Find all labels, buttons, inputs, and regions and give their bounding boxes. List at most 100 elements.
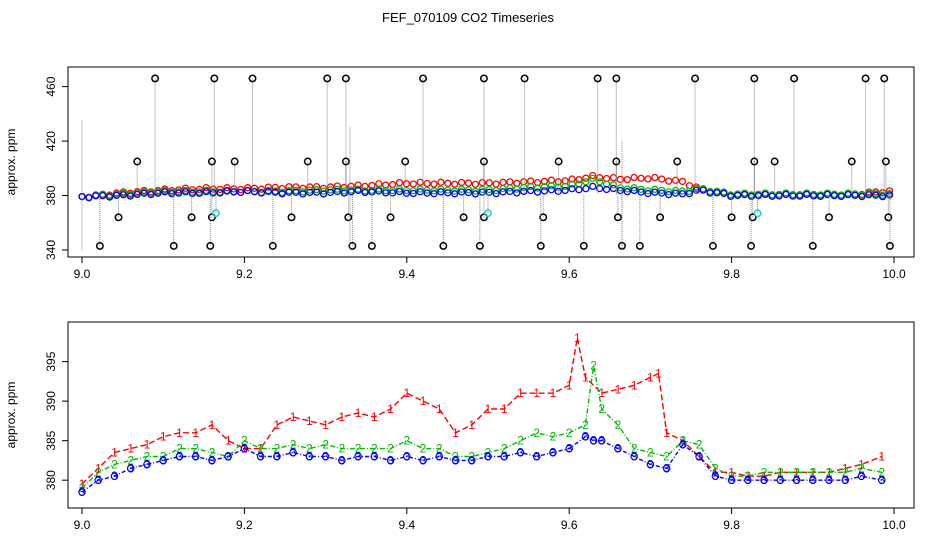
bottom-series-3-marker: 3 [744, 473, 751, 487]
top-calibration-high-point [880, 74, 889, 83]
bottom-series-3-point [191, 452, 200, 461]
bottom-series-3-point [402, 452, 411, 461]
top-channel-3-point [609, 184, 618, 193]
top-channel-2-point [437, 185, 445, 193]
bottom-series-2-marker: 2 [550, 430, 557, 444]
bottom-series-2-marker: 2 [809, 465, 816, 479]
top-calibration-low-point [884, 213, 893, 222]
bottom-series-3-marker: 3 [420, 453, 427, 467]
top-channel-3-point [803, 190, 811, 199]
top-channel-3-point [782, 190, 790, 199]
top-channel-1-point [616, 175, 625, 184]
top-channel-3-point [809, 192, 818, 200]
top-calibration-low-point [727, 213, 736, 222]
top-channel-2-point [526, 182, 535, 191]
top-plot-frame [67, 66, 915, 258]
top-channel-3-point [382, 189, 390, 197]
bottom-series-3-marker: 3 [144, 457, 151, 471]
top-channel-1-point [568, 175, 576, 183]
top-channel-1-point [416, 178, 424, 186]
top-calibration-zero-point [268, 241, 277, 250]
top-calibration-zero-point [747, 241, 756, 250]
bottom-series-1-marker: 1 [728, 465, 735, 479]
bottom-series-3-marker: 3 [615, 442, 622, 456]
bottom-series-2-marker: 2 [144, 449, 151, 463]
top-calibration-mid-point [207, 157, 216, 166]
top-calibration-high-point [341, 74, 350, 83]
top-channel-1-point [395, 178, 404, 187]
top-channel-2-point [630, 184, 638, 192]
top-channel-3-point [885, 191, 894, 199]
bottom-series-3-marker: 3 [647, 457, 654, 471]
bottom-series-2-marker: 2 [858, 461, 865, 475]
top-channel-3-point [851, 191, 859, 200]
bottom-series-3-point [878, 476, 886, 484]
top-calibration-zero-point [536, 241, 545, 250]
bottom-series-2-marker: 2 [290, 438, 297, 452]
top-channel-3-point [727, 192, 735, 201]
bottom-series-1-marker: 1 [274, 418, 281, 432]
bottom-series-3-point [760, 476, 768, 484]
bottom-series-3-marker: 3 [257, 449, 264, 463]
bottom-series-2-marker: 2 [615, 418, 622, 432]
bottom-series-2-marker: 2 [79, 481, 86, 495]
top-channel-3-point [582, 185, 590, 193]
bottom-series-3-point [354, 452, 362, 461]
bottom-series-1-marker: 1 [826, 465, 833, 479]
top-channel-3-point [506, 187, 514, 196]
top-channel-2-point [547, 181, 555, 190]
top-channel-1-point [202, 183, 210, 192]
bottom-series-2-marker: 2 [793, 465, 800, 479]
top-calibration-mid-point [303, 157, 312, 166]
top-channel-2-point [444, 186, 452, 194]
bottom-series-3-point [589, 436, 598, 445]
top-channel-1-point [375, 180, 383, 188]
bottom-series-3-point [532, 452, 541, 461]
top-channel-1-point [402, 180, 411, 188]
top-calibration-low-point [613, 213, 622, 222]
top-channel-1-point [651, 173, 659, 182]
top-channel-2-point [637, 185, 645, 194]
bottom-series-3-marker: 3 [501, 449, 508, 463]
bottom-series-1-marker: 1 [160, 430, 167, 444]
top-channel-1-point [409, 180, 417, 188]
top-channel-3-point [105, 193, 114, 201]
top-channel-1-point [471, 180, 480, 188]
top-calibration-high-point [419, 74, 427, 83]
top-channel-2-point [382, 187, 390, 195]
bottom-series-1-marker: 1 [95, 461, 102, 475]
top-channel-1-point [278, 184, 286, 193]
bottom-series-1-marker: 1 [680, 434, 687, 448]
bottom-series-3-point [273, 452, 281, 461]
bottom-series-2-marker: 2 [631, 442, 638, 456]
top-channel-1-point [271, 183, 279, 192]
bottom-series-3-marker: 3 [274, 449, 281, 463]
bottom-series-3-marker: 3 [590, 434, 597, 448]
top-channel-2-point [333, 185, 342, 193]
top-channel-1-point [609, 173, 618, 182]
top-y-tick-label: 380 [44, 185, 58, 205]
top-channel-3-point [223, 187, 231, 195]
top-channel-2-point [409, 187, 417, 195]
top-channel-3-point [513, 189, 521, 197]
top-channel-3-point [844, 190, 852, 199]
bottom-series-1-line [81, 337, 883, 485]
bottom-series-1-marker: 1 [355, 406, 362, 420]
bottom-series-3-point [825, 476, 833, 484]
bottom-series-2-marker: 2 [663, 449, 670, 463]
bottom-series-3-marker: 3 [712, 469, 719, 483]
bottom-series-3-marker: 3 [842, 473, 849, 487]
bottom-series-3-point [841, 476, 850, 484]
top-calibration-low-point [459, 213, 468, 222]
top-channel-3-point [575, 186, 583, 194]
top-channel-3-point [402, 189, 411, 197]
top-channel-3-point [202, 187, 210, 196]
top-channel-1-point [237, 185, 245, 194]
top-channel-1-point [658, 175, 666, 183]
bottom-series-2-marker: 2 [598, 402, 605, 416]
bottom-series-3-marker: 3 [160, 453, 167, 467]
top-channel-3-point [740, 190, 749, 199]
top-calibration-mid-point [554, 157, 563, 166]
bottom-plot-frame [67, 321, 915, 509]
bottom-series-3-point [597, 436, 606, 445]
